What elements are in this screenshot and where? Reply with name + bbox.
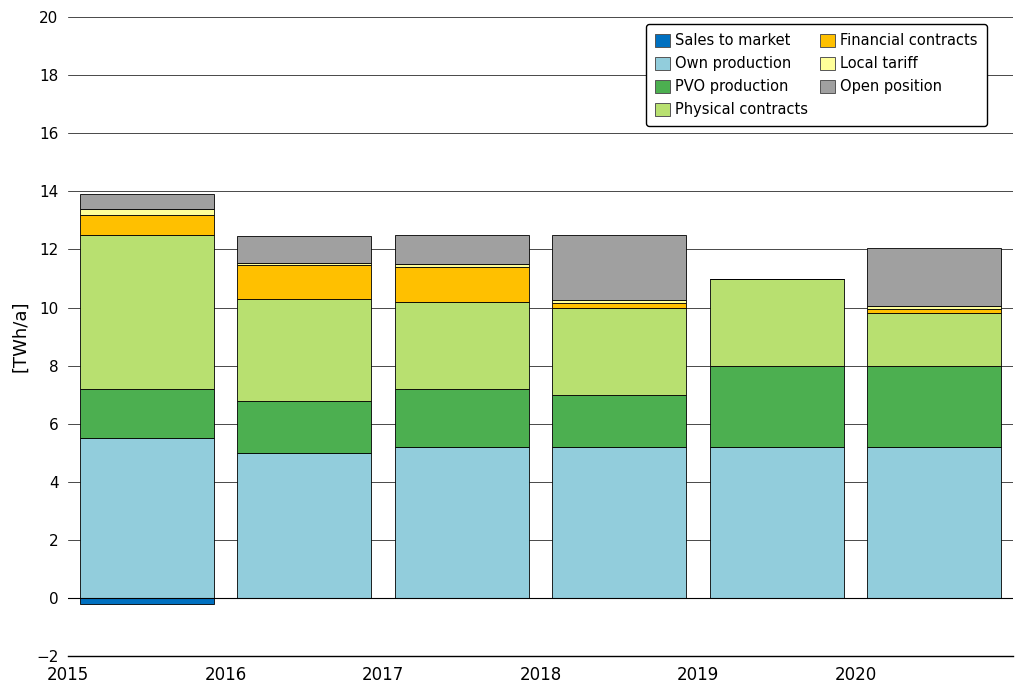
Bar	[552, 308, 686, 395]
Bar	[238, 453, 372, 598]
Legend: Sales to market, Own production, PVO production, Physical contracts, Financial c: Sales to market, Own production, PVO pro…	[646, 24, 987, 126]
Bar	[395, 389, 528, 447]
Bar	[80, 598, 214, 604]
Bar	[867, 313, 1001, 366]
Bar	[238, 265, 372, 299]
Bar	[552, 303, 686, 308]
Bar	[867, 366, 1001, 447]
Bar	[867, 306, 1001, 309]
Y-axis label: [TWh/a]: [TWh/a]	[11, 301, 29, 373]
Bar	[80, 208, 214, 215]
Bar	[395, 264, 528, 267]
Bar	[867, 248, 1001, 306]
Bar	[867, 309, 1001, 313]
Bar	[80, 389, 214, 439]
Bar	[80, 439, 214, 598]
Bar	[238, 263, 372, 265]
Bar	[238, 299, 372, 400]
Bar	[395, 447, 528, 598]
Bar	[395, 267, 528, 302]
Bar	[238, 236, 372, 263]
Bar	[80, 215, 214, 235]
Bar	[395, 302, 528, 389]
Bar	[552, 235, 686, 300]
Bar	[552, 395, 686, 447]
Bar	[867, 447, 1001, 598]
Bar	[710, 279, 844, 366]
Bar	[238, 400, 372, 453]
Bar	[710, 447, 844, 598]
Bar	[552, 300, 686, 303]
Bar	[710, 366, 844, 447]
Bar	[80, 195, 214, 208]
Bar	[80, 235, 214, 389]
Bar	[552, 447, 686, 598]
Bar	[395, 235, 528, 264]
